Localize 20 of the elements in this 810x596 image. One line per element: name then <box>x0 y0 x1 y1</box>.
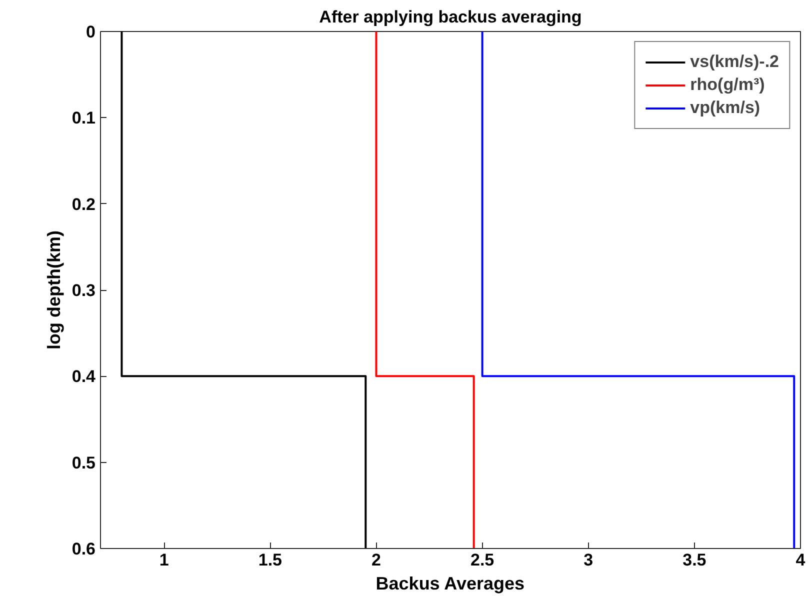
x-axis-title: Backus Averages <box>376 574 525 594</box>
x-tick-label: 1.5 <box>258 550 282 570</box>
y-tick-label: 0.3 <box>72 281 96 300</box>
x-tick-label: 3.5 <box>682 550 706 570</box>
chart-title: After applying backus averaging <box>319 8 582 26</box>
legend-label: vp(km/s) <box>690 98 760 118</box>
x-tick-label: 3 <box>584 550 594 570</box>
legend-label: rho(g/m³) <box>690 75 765 95</box>
x-tick-label: 4 <box>796 550 806 570</box>
y-tick-label: 0.5 <box>72 453 96 472</box>
y-axis-title: log depth(km) <box>44 230 64 350</box>
x-tick-label: 1 <box>159 550 169 570</box>
legend-label: vs(km/s)-.2 <box>690 52 779 72</box>
x-tick-label: 2.5 <box>470 550 494 570</box>
y-tick-label: 0.4 <box>72 367 96 386</box>
y-tick-label: 0.1 <box>72 108 96 128</box>
y-tick-label: 0 <box>86 22 96 42</box>
x-tick-label: 2 <box>372 550 381 570</box>
y-tick-label: 0.6 <box>72 540 96 558</box>
y-tick-label: 0.2 <box>72 194 96 214</box>
